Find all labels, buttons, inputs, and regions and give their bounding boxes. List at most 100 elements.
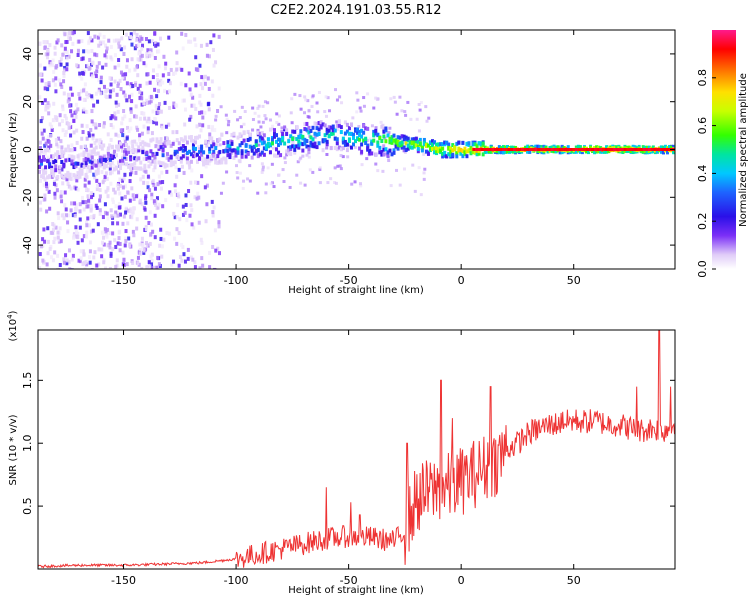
spectrogram-cell: [173, 236, 177, 241]
spectrogram-cell: [251, 128, 255, 132]
spectrogram-cell: [49, 244, 53, 249]
spectrogram-cell: [176, 203, 180, 208]
spectrogram-cell: [379, 120, 383, 124]
spectrogram-cell: [46, 101, 50, 106]
spectrogram-cell: [277, 150, 281, 155]
spectrogram-cell: [53, 236, 57, 241]
spectrogram-cell: [337, 145, 341, 150]
spectrogram-cell: [149, 99, 153, 104]
spectrogram-cell: [647, 149, 651, 154]
spectrogram-cell: [208, 158, 212, 163]
spectrogram-cell: [46, 48, 50, 53]
spectrogram-cell: [179, 156, 183, 161]
spectrogram-cell: [101, 240, 105, 245]
spectrogram-cell: [101, 230, 105, 235]
spectrogram-cell: [380, 139, 384, 144]
spectrogram-cell: [180, 164, 184, 169]
spectrogram-cell: [53, 195, 57, 200]
spectrogram-cell: [191, 146, 195, 151]
spectrogram-cell: [325, 139, 329, 144]
spectrogram-cell: [46, 175, 50, 180]
spectrogram-cell: [431, 139, 435, 144]
spectrogram-cell: [380, 152, 384, 157]
spectrogram-cell: [120, 121, 124, 126]
spectrogram-cell: [426, 151, 430, 156]
spectrogram-cell: [390, 135, 394, 140]
spectrogram-cell: [181, 148, 185, 153]
spectrogram-cell: [187, 39, 191, 44]
spectrogram-cell: [95, 64, 99, 69]
spectrogram-cell: [86, 31, 90, 36]
spectrogram-cell: [141, 145, 145, 150]
spectrogram-cell: [207, 54, 211, 59]
spectrogram-cell: [132, 233, 136, 238]
spectrogram-cell: [47, 145, 51, 150]
spectrogram-cell: [134, 114, 138, 119]
spectrogram-cell: [68, 267, 72, 269]
spectrogram-cell: [338, 164, 342, 168]
spectrogram-cell: [337, 123, 341, 128]
spectrogram-cell: [212, 146, 216, 151]
spectrogram-cell: [550, 145, 554, 150]
spectrogram-cell: [187, 162, 191, 167]
spectrogram-cell: [291, 129, 295, 134]
spectrogram-cell: [378, 150, 382, 155]
spectrogram-cell: [121, 156, 125, 161]
spectrogram-cell: [283, 125, 287, 130]
spectrogram-cell: [135, 194, 139, 199]
spectrogram-cell: [670, 145, 674, 150]
spectrogram-cell: [157, 106, 161, 111]
spectrogram-cell: [184, 202, 188, 207]
spectrogram-cell: [165, 163, 169, 168]
spectrogram-cell: [400, 109, 404, 113]
spectrogram-cell: [89, 214, 93, 219]
spectrogram-cell: [499, 150, 503, 155]
spectrogram-cell: [123, 45, 127, 50]
spectrogram-cell: [38, 158, 42, 163]
spectrogram-cell: [205, 53, 209, 58]
spectrogram-cell: [78, 170, 82, 175]
spectrogram-cell: [368, 151, 372, 156]
spectrogram-cell: [49, 230, 53, 235]
spectrogram-cell: [183, 154, 187, 159]
spectrogram-cell: [86, 157, 90, 162]
spectrogram-cell: [465, 154, 469, 159]
spectrogram-cell: [108, 240, 112, 245]
spectrogram-cell: [359, 184, 363, 188]
spectrogram-cell: [92, 163, 96, 168]
spectrogram-cell: [305, 139, 309, 144]
spectrogram-cell: [548, 145, 552, 150]
spectrogram-cell: [589, 145, 593, 150]
spectrogram-cell: [275, 120, 279, 124]
spectrogram-cell: [362, 104, 366, 108]
spectrogram-cell: [136, 57, 140, 62]
spectrogram-cell: [449, 153, 453, 158]
spectrogram-cell: [390, 152, 394, 157]
spectrogram-cell: [212, 149, 216, 154]
spectrogram-cell: [99, 80, 103, 85]
spectrogram-cell: [262, 133, 266, 138]
spectrogram-cell: [345, 122, 349, 127]
spectrogram-cell: [651, 145, 655, 150]
spectrogram-cell: [105, 211, 109, 216]
spectrogram-cell: [449, 149, 453, 154]
spectrogram-cell: [125, 143, 129, 148]
spectrogram-cell: [307, 144, 311, 149]
spectrogram-cell: [43, 177, 47, 182]
spectrogram-cell: [167, 140, 171, 145]
spectrogram-cell: [272, 185, 276, 189]
spectrogram-cell: [117, 170, 121, 175]
spectrogram-cell: [84, 163, 88, 168]
spectrogram-cell: [155, 121, 159, 126]
spectrogram-cell: [580, 150, 584, 155]
spectrogram-cell: [98, 138, 102, 143]
spectrogram-cell: [228, 144, 232, 149]
spectrogram-cell: [191, 138, 195, 143]
spectrogram-cell: [398, 183, 402, 187]
spectrogram-cell: [72, 165, 76, 170]
spectrogram-cell: [204, 157, 208, 162]
spectrogram-cell: [128, 68, 132, 73]
spectrogram-cell: [503, 149, 507, 154]
spectrogram-cell: [297, 143, 301, 148]
spectrogram-cell: [151, 159, 155, 164]
